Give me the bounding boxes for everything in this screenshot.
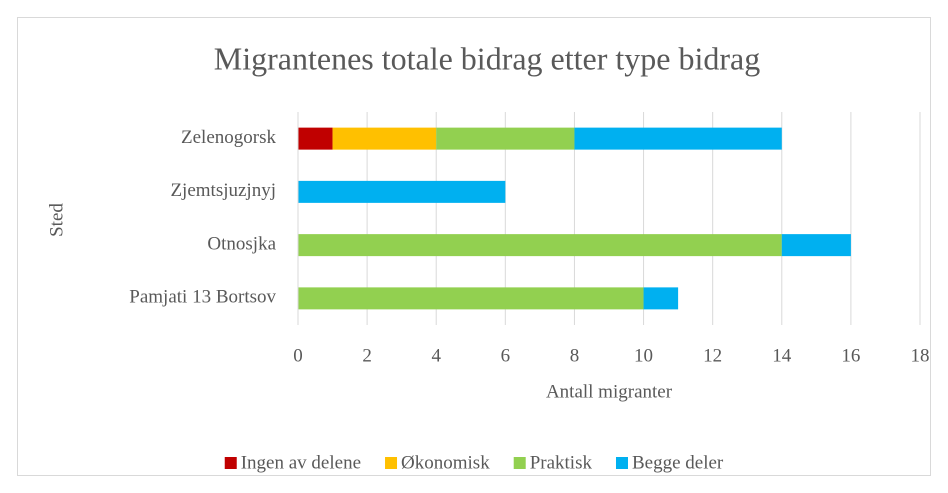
- legend-label: Begge deler: [632, 452, 724, 473]
- legend-swatch: [225, 457, 237, 469]
- x-tick-label: 16: [841, 345, 860, 366]
- y-tick-label: Pamjati 13 Bortsov: [129, 287, 276, 308]
- chart: Migrantenes totale bidrag etter type bid…: [0, 0, 948, 493]
- y-axis-title: Sted: [46, 203, 67, 237]
- x-tick-label: 12: [703, 345, 722, 366]
- x-tick-label: 6: [501, 345, 511, 366]
- legend-label: Praktisk: [530, 452, 593, 473]
- x-tick-label: 4: [431, 345, 441, 366]
- x-tick-label: 14: [772, 345, 792, 366]
- bar-segment: [298, 181, 505, 203]
- legend-swatch: [514, 457, 526, 469]
- legend-label: Ingen av delene: [241, 452, 361, 473]
- legend-swatch: [616, 457, 628, 469]
- bar-segment: [782, 234, 851, 256]
- legend-label: Økonomisk: [401, 452, 490, 473]
- x-tick-label: 2: [362, 345, 372, 366]
- chart-title: Migrantenes totale bidrag etter type bid…: [214, 40, 760, 76]
- bar-segment: [574, 128, 781, 150]
- bar-segment: [298, 128, 333, 150]
- bar-segment: [644, 287, 679, 309]
- x-tick-label: 10: [634, 345, 653, 366]
- x-tick-label: 0: [293, 345, 303, 366]
- bar-segment: [298, 234, 782, 256]
- x-axis-title: Antall migranter: [546, 381, 673, 402]
- y-tick-label: Zjemtsjuzjnyj: [170, 180, 276, 201]
- x-tick-label: 18: [911, 345, 930, 366]
- legend-swatch: [385, 457, 397, 469]
- bar-segment: [436, 128, 574, 150]
- bar-segment: [333, 128, 437, 150]
- x-tick-label: 8: [570, 345, 580, 366]
- y-tick-label: Otnosjka: [207, 233, 276, 254]
- bar-segment: [298, 287, 644, 309]
- y-tick-label: Zelenogorsk: [181, 127, 276, 148]
